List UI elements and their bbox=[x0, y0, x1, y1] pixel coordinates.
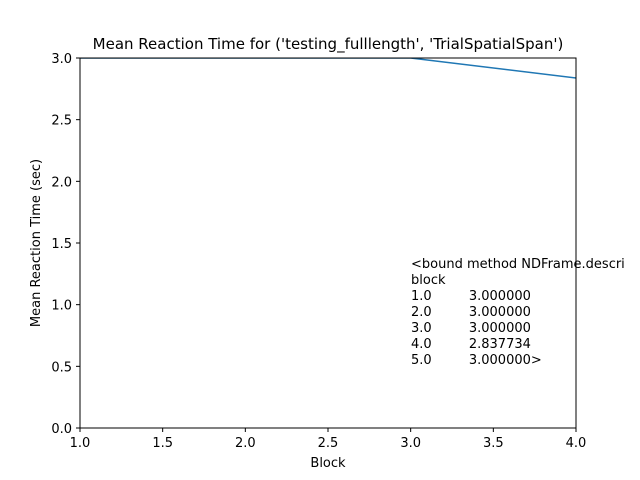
y-tick-label: 0.0 bbox=[51, 422, 72, 437]
y-tick-label: 2.5 bbox=[51, 114, 72, 129]
annotation-line: 5.0 3.000000> bbox=[411, 353, 542, 368]
x-tick-label: 2.0 bbox=[235, 436, 256, 451]
y-tick-label: 0.5 bbox=[51, 360, 72, 375]
annotation-line: <bound method NDFrame.descri bbox=[411, 257, 625, 272]
annotation-line: 1.0 3.000000 bbox=[411, 289, 531, 304]
x-tick-label: 1.0 bbox=[70, 436, 91, 451]
annotation-line: 3.0 3.000000 bbox=[411, 321, 531, 336]
y-tick-label: 1.5 bbox=[51, 237, 72, 252]
y-tick-label: 3.0 bbox=[51, 52, 72, 67]
annotation-line: 2.0 3.000000 bbox=[411, 305, 531, 320]
x-tick-label: 3.0 bbox=[400, 436, 421, 451]
x-axis-label: Block bbox=[310, 456, 346, 471]
y-tick-label: 2.0 bbox=[51, 175, 72, 190]
plot-frame bbox=[79, 57, 577, 429]
y-axis-label: Mean Reaction Time (sec) bbox=[29, 159, 44, 327]
x-tick-label: 3.5 bbox=[483, 436, 504, 451]
series-line-0 bbox=[80, 58, 576, 79]
x-tick-label: 2.5 bbox=[318, 436, 339, 451]
annotation-line: 4.0 2.837734 bbox=[411, 337, 531, 352]
x-tick-label: 4.0 bbox=[566, 436, 587, 451]
chart-title: Mean Reaction Time for ('testing_fulllen… bbox=[93, 35, 564, 54]
annotation-line: block bbox=[411, 273, 446, 288]
x-tick-label: 1.5 bbox=[152, 436, 173, 451]
y-tick-label: 1.0 bbox=[51, 299, 72, 314]
